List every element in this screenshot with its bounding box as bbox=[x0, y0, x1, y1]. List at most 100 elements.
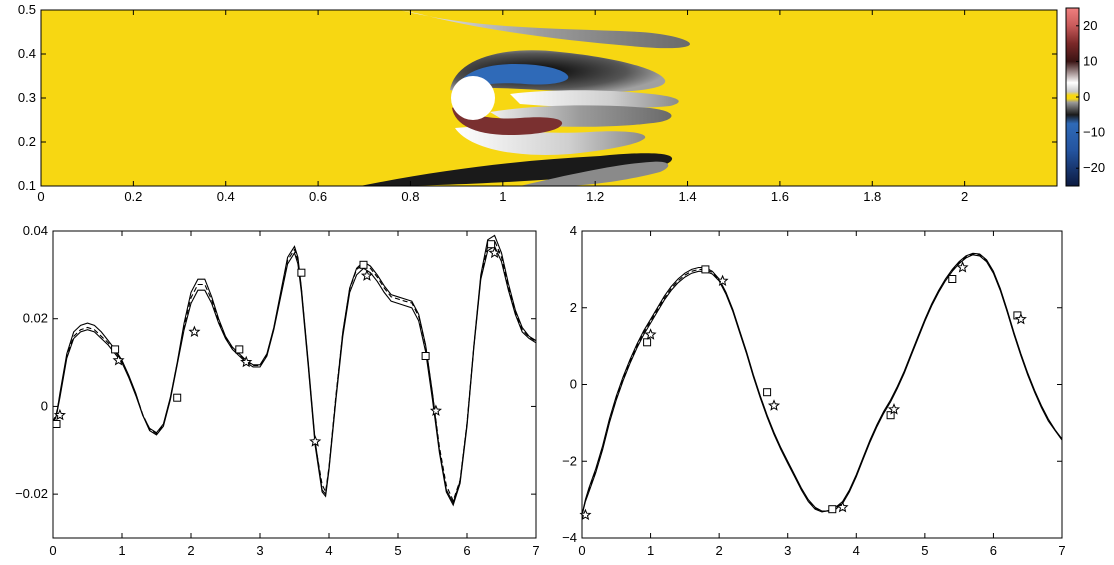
left-chart-star-marker bbox=[188, 325, 201, 337]
left-chart-x-tick-label: 2 bbox=[187, 543, 194, 558]
left-chart-x-tick-label: 7 bbox=[532, 543, 539, 558]
left-chart-star-marker bbox=[240, 355, 253, 368]
right-chart-star-marker bbox=[767, 399, 781, 411]
right-chart-x-tick-label: 1 bbox=[647, 543, 654, 558]
colorbar-tick-label: −20 bbox=[1083, 160, 1105, 175]
right-chart-square-marker bbox=[886, 411, 895, 420]
heatmap-x-tick-label: 1 bbox=[499, 189, 506, 204]
left-chart-x-tick-label: 6 bbox=[463, 543, 470, 558]
left-chart-frame bbox=[52, 230, 537, 539]
left-chart-star-marker bbox=[429, 404, 442, 417]
left-chart-square-marker bbox=[297, 268, 306, 277]
right-chart-x-tick-label: 0 bbox=[578, 543, 585, 558]
colorbar-ticks: 20 10 0 −10 −20 bbox=[1076, 18, 1105, 175]
right-chart-star-marker bbox=[644, 328, 657, 340]
right-chart-square-marker bbox=[701, 265, 710, 274]
left-chart-star-marker bbox=[309, 435, 322, 447]
right-chart-star-marker bbox=[1014, 312, 1027, 325]
right-chart-square-marker bbox=[948, 275, 957, 283]
left-chart-star-marker bbox=[360, 269, 374, 281]
right-chart-star-marker bbox=[836, 500, 849, 513]
left-chart-series-line-3 bbox=[52, 239, 537, 503]
upper-gray-band bbox=[510, 90, 679, 109]
right-chart-star-marker bbox=[579, 508, 592, 521]
right-chart-x-tick-label: 7 bbox=[1058, 543, 1065, 558]
right-chart-series bbox=[581, 252, 1063, 516]
heatmap-y-tick-label: 0.2 bbox=[18, 134, 36, 149]
right-chart-square-marker bbox=[643, 338, 652, 347]
heatmap-y-tick-label: 0.4 bbox=[18, 46, 36, 61]
left-chart-x-tick-label: 5 bbox=[394, 543, 401, 558]
right-chart-square-marker bbox=[763, 388, 772, 397]
left-chart-y-tick-label: 0 bbox=[41, 398, 48, 413]
left-chart-ticks: 0 1 2 3 4 5 6 7 0.04 0.02 0 −0.02 bbox=[15, 223, 540, 558]
lift-coefficient-chart: 0 1 2 3 4 5 6 7 0.04 0.02 0 −0.02 bbox=[15, 223, 540, 558]
left-chart-x-tick-label: 3 bbox=[256, 543, 263, 558]
left-chart-square-marker bbox=[487, 240, 496, 249]
right-chart-series-line-2 bbox=[581, 252, 1063, 516]
colorbar-tick-label: 20 bbox=[1083, 18, 1097, 33]
colorbar-tick-label: 0 bbox=[1083, 89, 1090, 104]
right-chart-y-tick-label: 4 bbox=[570, 223, 577, 238]
left-chart-y-tick-label: 0.02 bbox=[23, 311, 48, 326]
heatmap-y-tick-label: 0.5 bbox=[18, 2, 36, 17]
right-chart-y-tick-label: −4 bbox=[562, 530, 577, 545]
right-chart-y-tick-label: 0 bbox=[570, 377, 577, 392]
left-chart-series-line-1 bbox=[52, 234, 537, 505]
right-chart-x-tick-label: 5 bbox=[921, 543, 928, 558]
heatmap-x-tick-label: 0.4 bbox=[217, 189, 235, 204]
heatmap-x-tick-label: 2 bbox=[961, 189, 968, 204]
heatmap-x-tick-label: 1.8 bbox=[863, 189, 881, 204]
colorbar-tick-label: −10 bbox=[1083, 125, 1105, 140]
right-chart-star-marker bbox=[887, 403, 901, 415]
right-chart-x-tick-label: 4 bbox=[853, 543, 860, 558]
left-chart-star-marker bbox=[112, 354, 125, 366]
right-chart-series-line-1 bbox=[581, 254, 1063, 516]
colorbar: 20 10 0 −10 −20 bbox=[1065, 7, 1105, 187]
vorticity-heatmap: 0 0.2 0.4 0.6 0.8 1 1.2 1.4 1.6 1.8 2 0.1 0.2 0.3 0.4 0… bbox=[18, 2, 1058, 204]
heatmap-x-tick-label: 0.6 bbox=[309, 189, 327, 204]
top-shed-vortex bbox=[400, 10, 690, 49]
bottom-shed-vortex-light bbox=[520, 161, 669, 186]
left-chart-square-marker bbox=[111, 345, 120, 354]
vortex-structures bbox=[360, 10, 690, 186]
left-chart-star-marker bbox=[53, 408, 66, 421]
left-chart-y-tick-label: −0.02 bbox=[15, 486, 48, 501]
heatmap-x-tick-label: 0 bbox=[37, 189, 44, 204]
right-chart-x-tick-label: 6 bbox=[990, 543, 997, 558]
left-chart-series-line-2 bbox=[52, 245, 537, 507]
right-chart-x-tick-label: 3 bbox=[784, 543, 791, 558]
left-chart-square-marker bbox=[173, 393, 182, 402]
positive-vorticity-red bbox=[452, 106, 563, 135]
bottom-shed-vortex bbox=[360, 153, 673, 186]
right-chart-frame bbox=[581, 230, 1063, 539]
negative-vorticity-blue bbox=[455, 64, 569, 92]
left-chart-x-tick-label: 4 bbox=[325, 543, 332, 558]
left-chart-square-marker bbox=[359, 260, 368, 269]
heatmap-y-tick-label: 0.3 bbox=[18, 90, 36, 105]
heatmap-x-tick-label: 0.2 bbox=[124, 189, 142, 204]
cylinder bbox=[451, 76, 495, 120]
right-chart-square-marker bbox=[828, 505, 837, 514]
left-chart-series bbox=[52, 234, 537, 507]
heatmap-x-tick-label: 1.4 bbox=[679, 189, 697, 204]
heatmap-y-tick-label: 0.1 bbox=[18, 178, 36, 193]
right-chart-series-line-3 bbox=[581, 253, 1063, 516]
left-chart-square-marker bbox=[52, 420, 61, 428]
right-chart-star-marker bbox=[956, 261, 969, 273]
right-chart-markers bbox=[579, 261, 1027, 521]
left-chart-y-tick-label: 0.04 bbox=[23, 223, 48, 238]
heatmap-x-tick-label: 1.6 bbox=[771, 189, 789, 204]
left-chart-x-tick-label: 1 bbox=[118, 543, 125, 558]
left-chart-markers bbox=[52, 240, 501, 447]
right-oscillation-chart: 0 1 2 3 4 5 6 7 4 2 0 −2 −4 bbox=[562, 223, 1065, 558]
left-chart-x-tick-label: 0 bbox=[49, 543, 56, 558]
right-chart-y-tick-label: 2 bbox=[570, 300, 577, 315]
right-chart-y-tick-label: −2 bbox=[562, 453, 577, 468]
left-chart-square-marker bbox=[421, 352, 430, 360]
heatmap-ticks: 0 0.2 0.4 0.6 0.8 1 1.2 1.4 1.6 1.8 2 0.1 0.2 0.3 0.4 0… bbox=[18, 2, 1057, 204]
right-chart-x-tick-label: 2 bbox=[716, 543, 723, 558]
left-chart-star-marker bbox=[488, 246, 501, 259]
colorbar-tick-label: 10 bbox=[1083, 53, 1097, 68]
